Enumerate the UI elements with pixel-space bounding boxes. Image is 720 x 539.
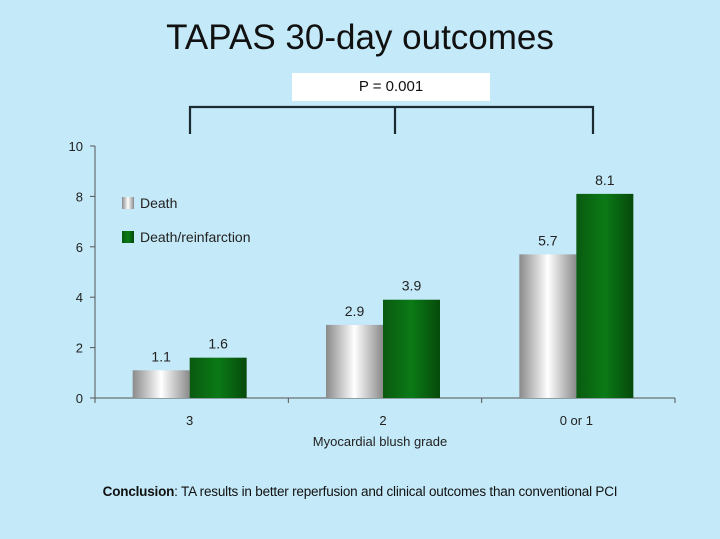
y-tick-label: 4 — [76, 290, 83, 305]
y-tick-label: 0 — [76, 391, 83, 406]
data-label: 1.6 — [208, 336, 228, 352]
conclusion-body: : TA results in better reperfusion and c… — [174, 484, 618, 499]
significance-bracket — [188, 105, 595, 134]
data-label: 1.1 — [151, 348, 171, 364]
data-label: 5.7 — [538, 232, 558, 248]
data-label: 8.1 — [595, 172, 615, 188]
bar-death-reinfarction — [576, 193, 634, 398]
x-tick-label: 2 — [379, 413, 386, 428]
conclusion-label: Conclusion — [102, 484, 175, 499]
conclusion-text: Conclusion: TA results in better reperfu… — [0, 484, 720, 499]
y-tick-label: 8 — [76, 189, 83, 204]
legend-label: Death — [140, 195, 177, 211]
legend-swatch — [122, 197, 134, 209]
slide-title: TAPAS 30-day outcomes — [166, 18, 554, 57]
x-tick-label: 3 — [186, 413, 193, 428]
y-tick-label: 10 — [69, 139, 83, 154]
y-tick-label: 6 — [76, 240, 83, 255]
legend-label: Death/reinfarction — [140, 229, 251, 245]
x-axis-label: Myocardial blush grade — [313, 434, 447, 449]
bar-death-reinfarction — [383, 299, 440, 398]
data-label: 3.9 — [402, 278, 422, 294]
x-tick-label: 0 or 1 — [560, 413, 593, 428]
data-label: 2.9 — [345, 303, 365, 319]
bar-death — [326, 324, 383, 398]
bar-death — [132, 370, 190, 398]
bar-death — [519, 254, 577, 398]
p-value-box: P = 0.001 — [292, 73, 490, 101]
y-tick-label: 2 — [76, 341, 83, 356]
bar-death-reinfarction — [189, 357, 247, 398]
legend-swatch — [122, 231, 134, 243]
